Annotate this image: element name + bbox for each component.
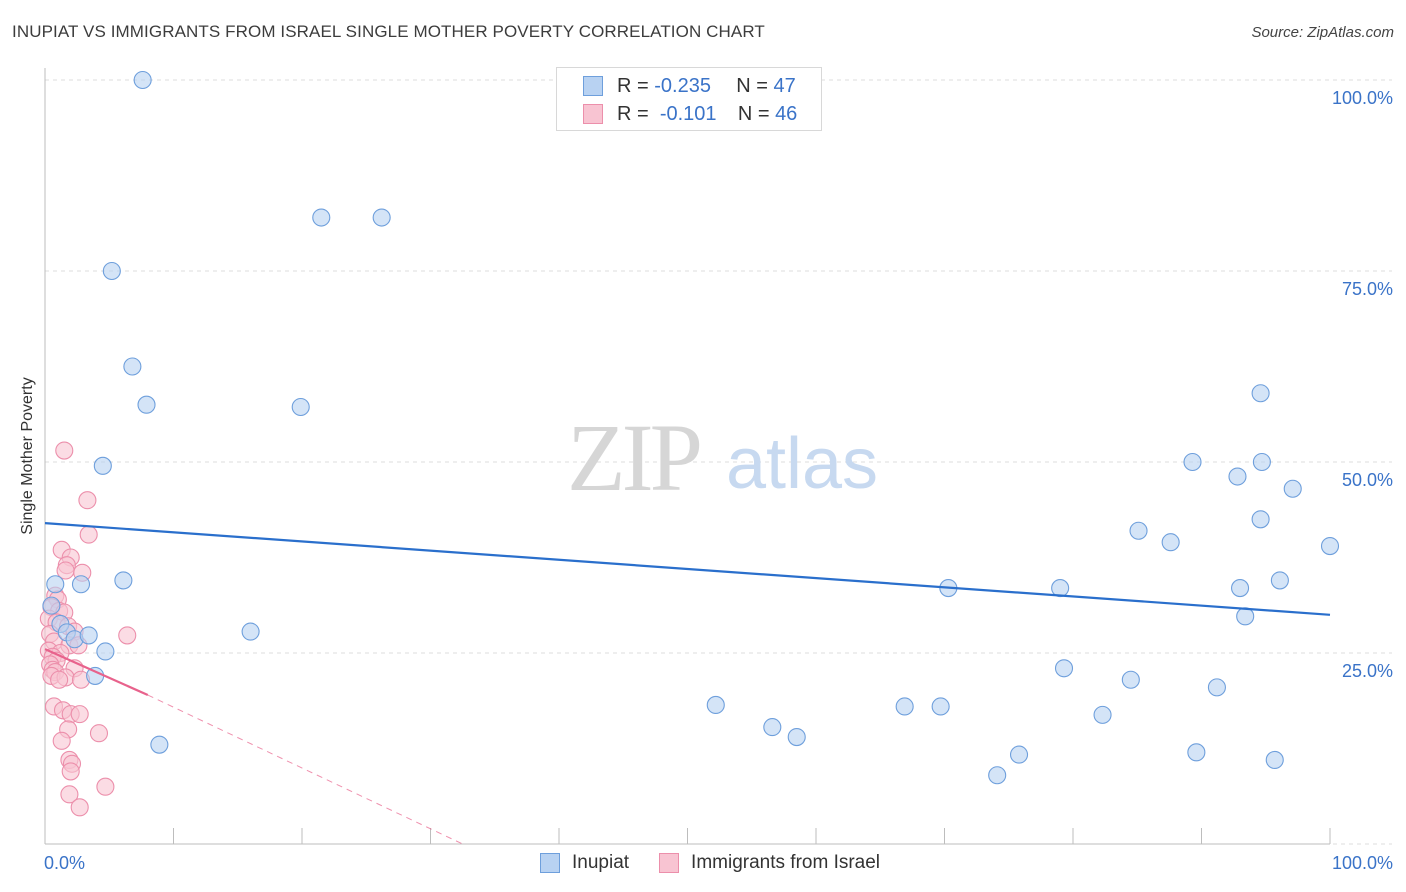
israel-swatch (659, 853, 680, 873)
watermark-zip: ZIP (567, 404, 700, 511)
inupiat-point-28 (1320, 536, 1340, 556)
inupiat-point-2 (372, 208, 391, 227)
inupiat-point-10 (114, 571, 133, 590)
israel-trend-line (44, 648, 149, 697)
israel-point-2 (79, 525, 98, 544)
inupiat-point-22 (1228, 467, 1247, 486)
series-inupiat (42, 70, 1340, 785)
inupiat-point-21 (1183, 452, 1202, 472)
inupiat-point-46 (988, 766, 1007, 785)
inupiat-point-18 (241, 622, 260, 641)
watermark-atlas: atlas (726, 424, 878, 504)
inupiat-point-30 (1231, 579, 1250, 598)
inupiat-point-25 (1251, 510, 1270, 529)
inupiat-point-29 (1270, 571, 1289, 590)
inupiat-point-6 (291, 397, 310, 417)
israel-point-39 (89, 724, 109, 743)
r-value: -0.235 (654, 74, 711, 97)
israel-point-40 (52, 731, 71, 750)
x-tick-label-right: 100.0% (1332, 853, 1393, 873)
inupiat-point-7 (93, 456, 112, 475)
inupiat-point-3 (102, 261, 121, 281)
chart-title: INUPIAT VS IMMIGRANTS FROM ISRAEL SINGLE… (12, 22, 765, 41)
inupiat-point-41 (763, 718, 782, 737)
inupiat-point-38 (895, 697, 914, 716)
legend-label-israel: Immigrants from Israel (691, 852, 881, 873)
inupiat-point-37 (706, 695, 725, 715)
r-value: -0.101 (659, 102, 717, 125)
israel-swatch (583, 104, 603, 124)
israel-point-37 (70, 705, 89, 724)
inupiat-point-19 (150, 735, 169, 754)
n-label: N = (736, 74, 768, 97)
legend-item-israel[interactable]: Immigrants from Israel (659, 852, 880, 874)
legend-item-inupiat[interactable]: Inupiat (540, 852, 629, 874)
inupiat-swatch (583, 76, 603, 96)
israel-point-18 (118, 626, 137, 645)
inupiat-trend-line (44, 522, 1331, 616)
inupiat-point-16 (96, 642, 115, 661)
r-label: R = (617, 102, 649, 125)
inupiat-point-26 (1129, 521, 1148, 540)
israel-point-43 (61, 762, 80, 781)
israel-point-1 (78, 491, 97, 510)
inupiat-point-20 (1251, 384, 1270, 403)
y-tick-labels: 100.0% 75.0% 50.0% 25.0% (1332, 88, 1393, 681)
stats-legend: R = -0.235 N = 47 R = -0.101 N = 46 (556, 67, 822, 131)
y-tick-label-3: 25.0% (1342, 661, 1393, 681)
israel-point-0 (55, 441, 74, 460)
stats-row-israel: R = -0.101 N = 46 (583, 101, 797, 127)
axes (44, 68, 1331, 845)
r-label: R = (617, 74, 649, 97)
n-value: 47 (773, 74, 796, 97)
y-tick-label-2: 50.0% (1342, 470, 1393, 490)
watermark: ZIP atlas (567, 404, 878, 511)
israel-point-44 (96, 777, 115, 796)
inupiat-point-0 (133, 70, 152, 90)
inupiat-point-23 (1252, 452, 1271, 472)
inupiat-point-24 (1283, 479, 1302, 498)
inupiat-point-32 (1051, 579, 1070, 598)
inupiat-point-4 (123, 357, 142, 376)
inupiat-point-27 (1161, 533, 1180, 552)
y-tick-label-0: 100.0% (1332, 88, 1393, 108)
inupiat-point-11 (42, 596, 61, 615)
inupiat-point-1 (312, 208, 331, 227)
inupiat-point-44 (1187, 743, 1206, 762)
trend-lines (44, 522, 1331, 845)
series-legend: Inupiat Immigrants from Israel (540, 852, 910, 874)
inupiat-point-45 (1265, 750, 1284, 770)
inupiat-point-40 (1093, 705, 1112, 724)
israel-point-46 (70, 798, 89, 817)
inupiat-swatch (540, 853, 560, 873)
inupiat-point-8 (46, 575, 65, 594)
series-immigrants-from-israel (39, 441, 137, 817)
n-label: N = (737, 102, 770, 125)
inupiat-point-34 (1054, 659, 1074, 678)
stats-row-inupiat: R = -0.235 N = 47 (583, 73, 796, 99)
x-tick-labels: 0.0% 100.0% (44, 853, 1393, 873)
source-label: Source: ZipAtlas.com (1251, 24, 1394, 41)
inupiat-point-42 (787, 727, 806, 747)
israel-trend-extension (147, 694, 463, 845)
inupiat-point-43 (1009, 745, 1029, 764)
inupiat-point-39 (931, 697, 950, 716)
inupiat-point-36 (1207, 678, 1226, 697)
inupiat-point-9 (71, 575, 91, 594)
israel-point-32 (50, 670, 69, 689)
x-tick-label-left: 0.0% (44, 853, 85, 873)
inupiat-point-35 (1121, 670, 1140, 689)
inupiat-point-5 (137, 395, 156, 414)
israel-point-45 (60, 785, 79, 804)
inupiat-point-33 (1236, 607, 1255, 626)
inupiat-point-15 (79, 626, 98, 645)
n-value: 46 (775, 102, 798, 125)
legend-label-inupiat: Inupiat (572, 852, 630, 873)
y-tick-label-1: 75.0% (1342, 279, 1393, 299)
y-axis-label: Single Mother Poverty (19, 377, 36, 535)
